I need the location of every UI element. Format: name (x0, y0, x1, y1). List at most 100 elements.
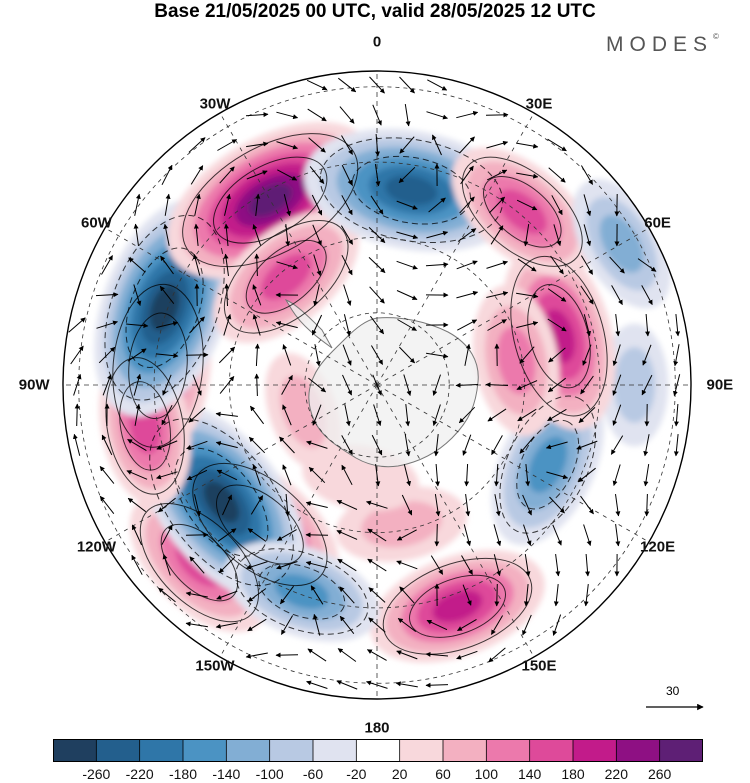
wind-vector (580, 375, 594, 395)
wind-vector (134, 403, 141, 426)
wind-vector (217, 528, 237, 542)
colorbar-tick-label: 60 (435, 766, 451, 782)
wind-vector (217, 139, 238, 151)
wind-vector (522, 494, 532, 516)
wind-vector (216, 469, 238, 481)
wind-vector (246, 141, 269, 148)
wind-vector (133, 223, 139, 246)
wind-vector (308, 377, 326, 393)
wind-vector (396, 290, 418, 300)
wind-vector (128, 257, 146, 273)
longitude-label: 0 (372, 33, 382, 51)
wind-vector (305, 501, 328, 508)
wind-vector (215, 622, 238, 629)
wind-vector (341, 164, 353, 186)
wind-vector (366, 649, 387, 661)
wind-vector (551, 195, 563, 216)
wind-vector (189, 316, 205, 334)
colorbar-swatch (486, 739, 530, 762)
wind-vector (188, 137, 206, 153)
wind-vector (223, 223, 229, 247)
wind-vector (368, 617, 386, 633)
wind-vector (371, 434, 383, 456)
wind-vector (494, 583, 500, 607)
wind-vector (193, 223, 199, 246)
wind-vector (395, 681, 418, 688)
wind-vector (127, 497, 147, 513)
wind-vector (215, 441, 238, 449)
wind-vector (188, 407, 206, 423)
wind-vector (490, 225, 504, 245)
wind-vector (308, 466, 326, 484)
wind-vector (95, 292, 119, 298)
longitude-label: 150W (195, 657, 235, 675)
colorbar-tick-label: 20 (391, 766, 408, 782)
wind-vector (281, 374, 293, 395)
wind-vector (252, 284, 262, 306)
contour-line (160, 523, 239, 602)
wind-vector (280, 615, 294, 635)
wind-vector (337, 648, 357, 662)
wind-vector (218, 556, 236, 574)
wind-vector (224, 283, 230, 307)
wind-vector (399, 346, 415, 364)
wind-vector (645, 313, 651, 337)
wind-vector (162, 374, 172, 396)
wind-vector (194, 494, 201, 517)
wind-vector (580, 495, 594, 515)
wind-vector (641, 374, 653, 396)
longitude-label: 120W (76, 538, 116, 556)
wind-vector (517, 258, 537, 272)
wind-vector (369, 286, 385, 304)
wind-vector (612, 344, 621, 366)
wind-vector (403, 464, 412, 487)
colorbar-swatches (53, 739, 704, 762)
wind-vector (336, 530, 358, 540)
wind-vector (615, 524, 621, 547)
wind-vector (186, 469, 208, 481)
wind-vector (398, 166, 416, 184)
wind-vector (102, 374, 112, 396)
meridian-line (104, 227, 378, 386)
wind-vector (583, 524, 592, 546)
wind-vector (672, 374, 681, 397)
wind-vector (612, 404, 622, 426)
wind-vector (516, 292, 539, 299)
wind-vector (366, 500, 388, 509)
wind-vector (134, 193, 141, 216)
wind-vector (547, 288, 567, 302)
wind-vector (282, 344, 292, 366)
contour-line (213, 156, 328, 244)
wind-vector (285, 224, 291, 247)
wind-vector (399, 76, 415, 94)
wind-vector (523, 584, 529, 607)
wind-vector (426, 230, 449, 239)
contour-line (215, 484, 304, 565)
anomaly-center-7 (213, 210, 359, 344)
wind-vector (519, 436, 535, 454)
wind-vector (673, 344, 680, 367)
map-title: Base 21/05/2025 00 UTC, valid 28/05/2025… (154, 1, 596, 22)
longitude-label: 90W (18, 376, 50, 394)
wind-vector (245, 112, 269, 118)
wind-vector (486, 291, 509, 298)
wind-vector (192, 253, 201, 276)
wind-vector (396, 260, 418, 270)
wind-vector (99, 495, 115, 515)
wind-vector (464, 463, 470, 487)
wind-vector (163, 223, 170, 246)
wind-vector (403, 374, 412, 396)
meridian-line (376, 384, 650, 543)
reference-vector-label: 30 (666, 684, 680, 698)
wind-vector (68, 317, 86, 333)
wind-vector (306, 680, 328, 689)
wind-vector (308, 137, 326, 153)
wind-vector (341, 464, 353, 486)
wind-vector (516, 199, 538, 211)
anomaly-level (528, 436, 568, 493)
wind-vector (279, 585, 295, 605)
wind-vector (245, 652, 268, 659)
wind-vector (306, 440, 328, 449)
colorbar-tick-label: -260 (82, 766, 111, 782)
wind-vector (458, 406, 476, 424)
